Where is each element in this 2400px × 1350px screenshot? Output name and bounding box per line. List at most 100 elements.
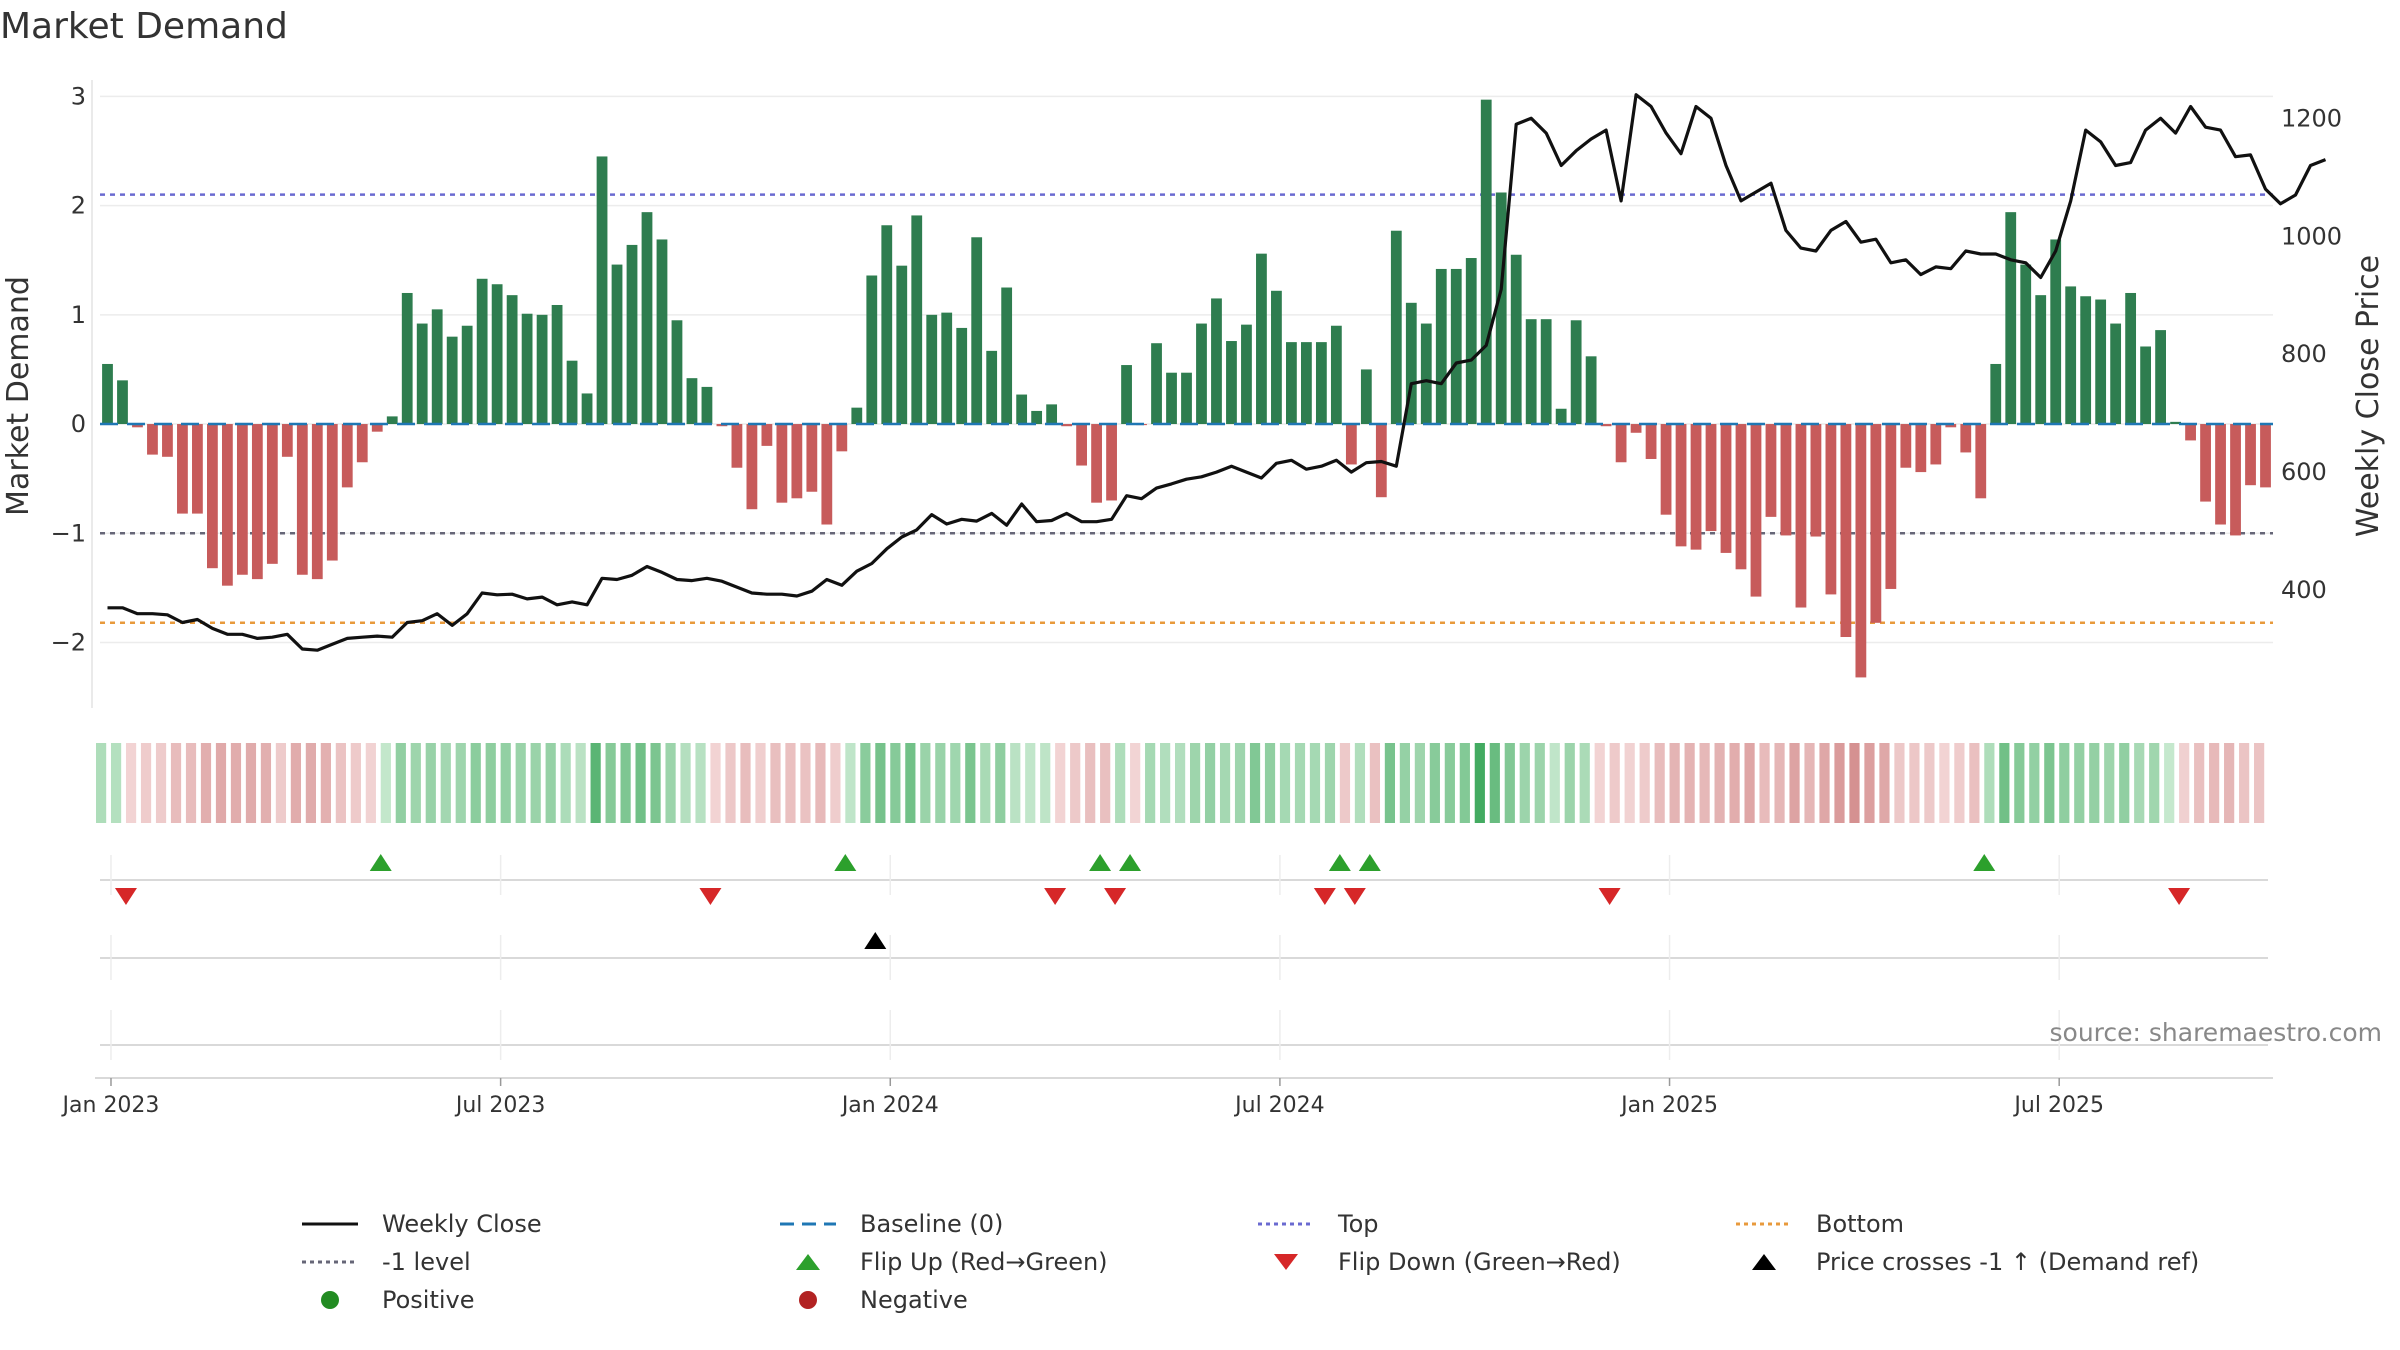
strip-cell — [1025, 743, 1036, 823]
bar — [1660, 424, 1672, 515]
bar — [1825, 424, 1837, 595]
legend-label: Bottom — [1816, 1210, 1905, 1238]
strip-cell — [1819, 743, 1830, 823]
bar — [1585, 356, 1597, 425]
flip-up-marker — [1119, 854, 1142, 871]
strip-cell — [770, 743, 781, 823]
strip-cell — [1160, 743, 1171, 823]
strip-cell — [2164, 743, 2175, 823]
strip-cell — [1249, 743, 1261, 823]
bar — [1495, 192, 1507, 425]
bar — [566, 360, 578, 425]
bar — [2095, 299, 2107, 425]
strip-cell — [1834, 743, 1845, 823]
bar — [296, 424, 308, 575]
bar — [1915, 424, 1927, 473]
source-note: source: sharemaestro.com — [2049, 1018, 2383, 1047]
bar — [1091, 424, 1102, 503]
legend-top: Top — [1256, 1210, 1734, 1238]
strip-cell — [710, 743, 721, 823]
strip-cell — [530, 743, 541, 823]
bar — [1930, 424, 1942, 465]
legend-label: Flip Down (Green→Red) — [1338, 1248, 1621, 1276]
flip-down-marker — [114, 888, 137, 905]
bar — [1690, 424, 1702, 550]
bar — [371, 424, 383, 432]
bar — [776, 424, 788, 503]
bar — [1121, 365, 1132, 425]
strip-cell — [2134, 743, 2145, 823]
legend-label: Top — [1338, 1210, 1379, 1238]
bar — [881, 225, 893, 425]
legend-dotted-icon — [1736, 1222, 1792, 1226]
bar — [1001, 287, 1013, 425]
flip-up-marker — [1328, 854, 1351, 871]
y-tick-label: −1 — [51, 519, 86, 547]
flip-down-marker — [1343, 888, 1366, 905]
bar — [1241, 324, 1252, 425]
legend-label: Weekly Close — [382, 1210, 542, 1238]
strip-cell — [230, 743, 242, 823]
bar — [1046, 404, 1058, 425]
strip-cell — [1924, 743, 1935, 823]
y-tick-label: 2 — [71, 192, 86, 220]
bar — [147, 424, 158, 455]
bar — [1405, 302, 1417, 425]
strip-cell — [410, 743, 421, 823]
bar — [1645, 424, 1657, 459]
bar — [162, 424, 173, 457]
strip-cell — [1849, 743, 1860, 823]
strip-cell — [485, 743, 496, 823]
bar — [821, 424, 833, 525]
strip-cell — [575, 743, 586, 823]
strip-cell — [695, 743, 706, 823]
bar — [2260, 424, 2271, 488]
strip-cell — [96, 743, 107, 823]
strip-cell — [1115, 743, 1126, 823]
strip-cell — [2059, 743, 2070, 823]
strip-cell — [1894, 743, 1905, 823]
bar — [686, 378, 698, 425]
bar — [1570, 320, 1582, 425]
bar — [236, 424, 248, 575]
strip-cell — [1264, 743, 1276, 823]
bar — [926, 314, 938, 425]
bar — [341, 424, 353, 488]
legend-baseline: Baseline (0) — [778, 1210, 1256, 1238]
bar — [1795, 424, 1807, 608]
strip-cell — [1939, 743, 1950, 823]
bar — [596, 156, 608, 425]
bar — [431, 309, 443, 425]
strip-cell — [635, 743, 646, 823]
bar — [1525, 319, 1537, 425]
bar — [401, 292, 413, 425]
strip-cell — [245, 743, 257, 823]
strip-cell — [785, 743, 796, 823]
flip-down-marker — [1104, 888, 1127, 905]
strip-cell — [1384, 743, 1396, 823]
strip-cell — [1189, 743, 1201, 823]
strip-cell — [1999, 743, 2010, 823]
weekly-close-line — [107, 93, 2327, 652]
strip-cell — [1369, 743, 1381, 823]
strip-cell — [2254, 743, 2265, 823]
bar — [506, 295, 518, 425]
strip-cell — [1010, 743, 1021, 823]
flip-up-marker — [1358, 854, 1381, 871]
strip-cell — [1100, 743, 1111, 823]
strip-cell — [2149, 743, 2160, 823]
strip-cell — [1699, 743, 1710, 823]
strip-cell — [680, 743, 691, 823]
strip-cell — [2209, 743, 2220, 823]
bar — [1061, 424, 1073, 427]
bar — [1300, 342, 1312, 425]
bar — [1031, 410, 1043, 425]
bar — [1900, 424, 1912, 468]
legend-flip-up: Flip Up (Red→Green) — [778, 1248, 1256, 1276]
bar — [1016, 394, 1028, 425]
bar — [671, 320, 683, 425]
strip-cell — [155, 743, 167, 823]
strip-cell — [1324, 743, 1336, 823]
bar — [551, 304, 563, 425]
bar — [1330, 325, 1342, 425]
